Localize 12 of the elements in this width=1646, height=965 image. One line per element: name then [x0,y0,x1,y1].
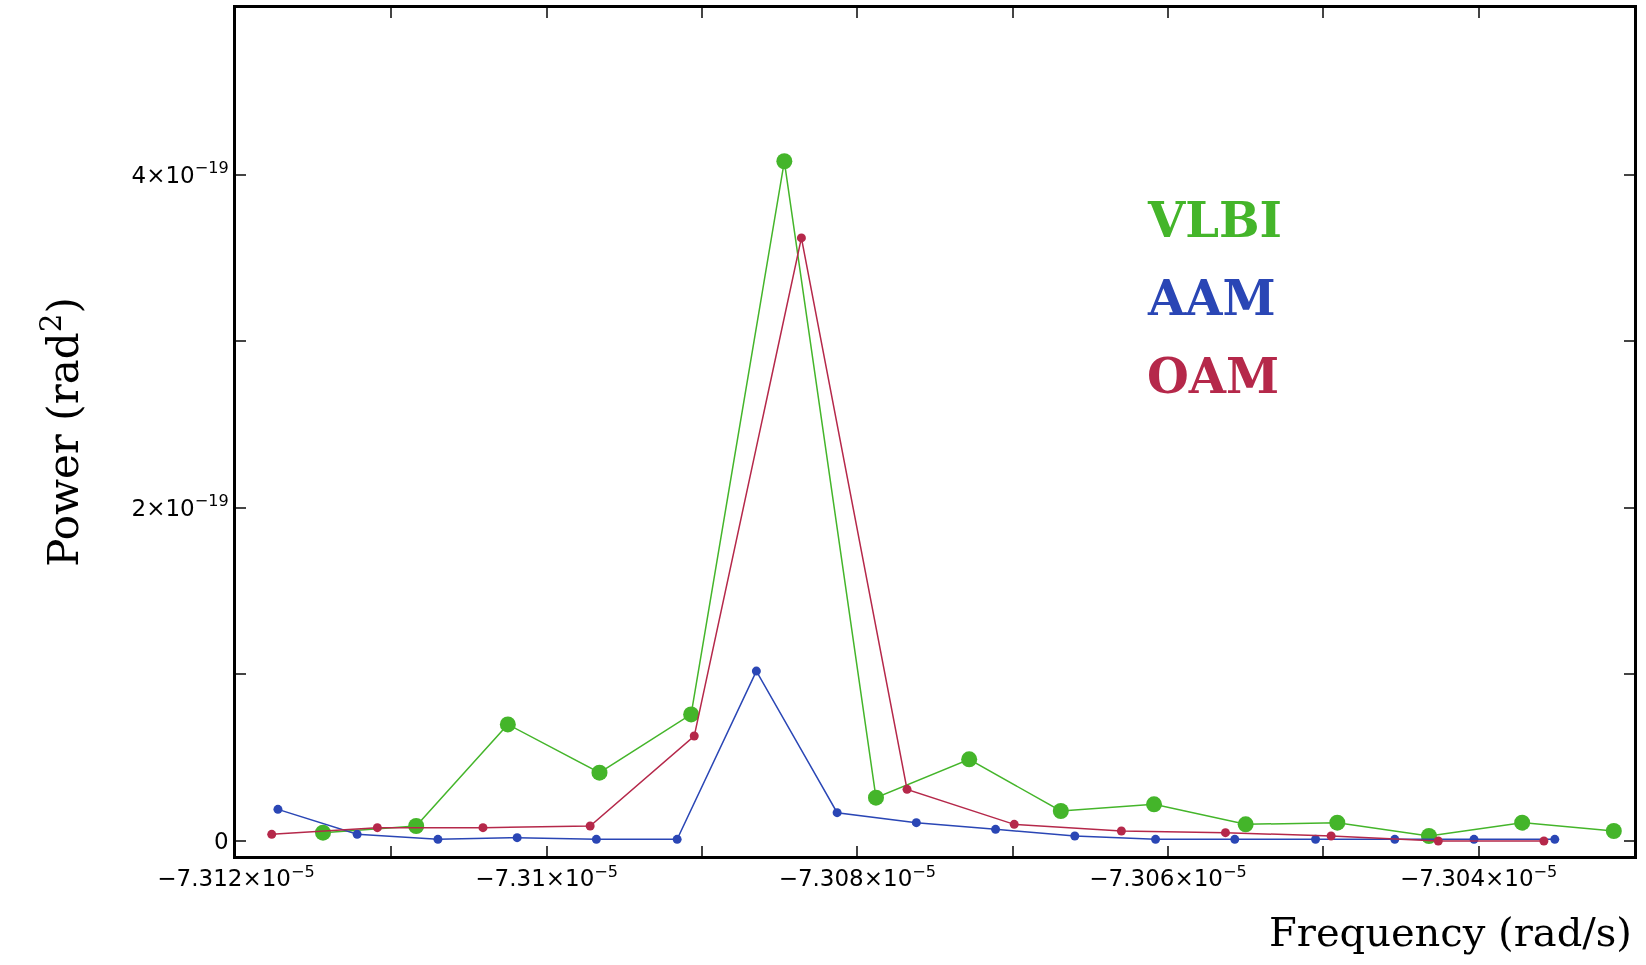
x-tick-label: −7.306×10$^{−5}$ [1089,861,1247,892]
y-tick-label: 4×10$^{−19}$ [131,157,229,188]
text: VLBI [1147,192,1283,248]
x-axis-title: Frequency (rad/s) [1269,909,1632,955]
x-tick-label: −7.312×10$^{−5}$ [157,861,315,892]
text: AAM [1147,270,1276,326]
x-tick-label: −7.31×10$^{−5}$ [475,861,619,892]
y-tick-label: 0 [214,828,229,855]
text: OAM [1147,348,1280,404]
x-tick-label: −7.308×10$^{−5}$ [778,861,937,892]
x-tick-label: −7.304×10$^{−5}$ [1399,861,1558,892]
y-tick-label: 2×10$^{−19}$ [131,491,229,521]
